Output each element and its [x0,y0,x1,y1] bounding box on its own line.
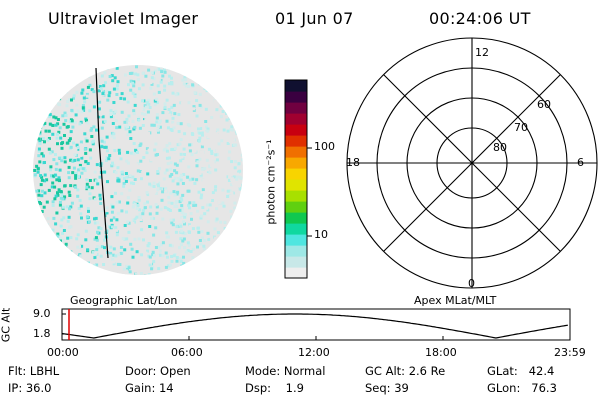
timeline-xtick: 23:59 [554,346,586,359]
mlt-label-6: 6 [577,156,584,169]
date-label: 01 Jun 07 [275,9,354,28]
apex-label: Apex MLat/MLT [414,294,497,307]
filter-info: Flt: LBHL [8,364,60,378]
geographic-label: Geographic Lat/Lon [70,294,178,307]
mlat-label-70: 70 [514,121,528,134]
terminator-line [95,67,109,259]
door-info: Door: Open [125,364,191,378]
mlt-label-0: 0 [468,277,475,290]
mlt-label-12: 12 [475,46,489,59]
colorbar-label-10: 10 [314,228,328,241]
timeline-ylabel: GC Alt [0,307,13,343]
timeline-ytick-high: 9.0 [33,307,51,320]
timeline-ytick-low: 1.8 [33,327,51,340]
mlt-label-18: 18 [346,156,360,169]
glat-info: GLat: 42.4 [487,364,555,378]
color-bar [284,79,312,279]
timeline-xtick: 06:00 [171,346,203,359]
colorbar-unit-label: photon cm⁻²s⁻¹ [264,139,278,225]
gain-info: Gain: 14 [125,381,174,395]
gc-alt-info: GC Alt: 2.6 Re [365,364,446,378]
instrument-title: Ultraviolet Imager [48,9,199,28]
timeline-xtick: 18:00 [425,346,457,359]
polar-grid [346,37,598,289]
ip-info: IP: 36.0 [8,381,52,395]
mlat-label-60: 60 [537,98,551,111]
dsp-info: Dsp: 1.9 [245,381,304,395]
uv-image-disk [33,65,243,275]
mode-info: Mode: Normal [245,364,326,378]
seq-info: Seq: 39 [365,381,409,395]
time-label: 00:24:06 UT [429,9,531,28]
colorbar-label-100: 100 [314,140,335,153]
timeline-xtick: 00:00 [47,346,79,359]
altitude-timeline [61,308,571,341]
mlat-label-80: 80 [493,141,507,154]
timeline-xtick: 12:00 [298,346,330,359]
glon-info: GLon: 76.3 [487,381,557,395]
